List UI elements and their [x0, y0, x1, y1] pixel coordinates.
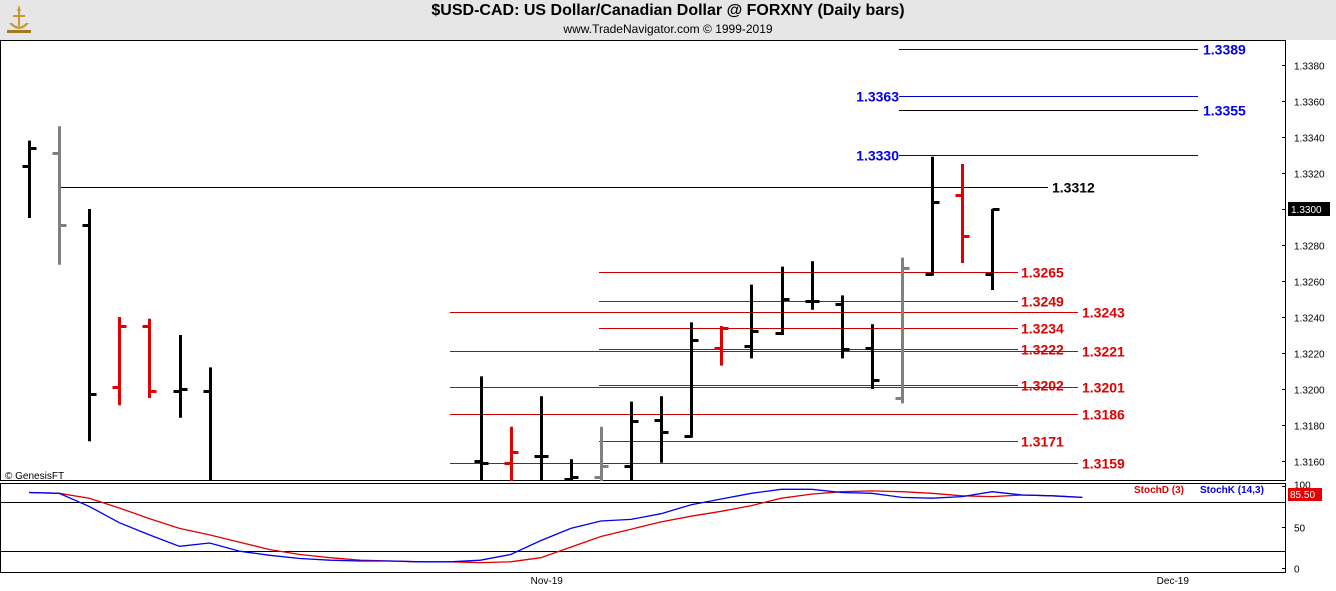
ohlc-bar [142, 318, 157, 398]
ohlc-bar [775, 266, 790, 335]
last-price-box [1288, 202, 1330, 216]
ohlc-bar [52, 126, 67, 265]
stochastic-line [28, 488, 1083, 563]
level-label-1.3202: 1.3202 [1021, 378, 1064, 394]
price-tick-label: 1.3160 [1294, 458, 1325, 469]
ohlc-bar [564, 459, 579, 481]
ohlc-bar [624, 401, 639, 481]
price-axis: 1.3160 1.3180 1.3200 1.3220 1.3240 1.3260 1.32… [1282, 62, 1330, 469]
x-tick-label: Dec-19 [1157, 576, 1190, 587]
chart-subtitle: www.TradeNavigator.com © 1999-2019 [563, 22, 773, 36]
price-levels: 1.3389 1.3363 1.3355 1.3330 1.3312 1.3265 1.32… [59, 42, 1246, 472]
price-bars [22, 126, 1000, 481]
level-label-1.3355: 1.3355 [1203, 103, 1246, 119]
level-label-1.3201: 1.3201 [1082, 380, 1125, 396]
level-label-1.3171: 1.3171 [1021, 434, 1064, 450]
level-label-1.3159: 1.3159 [1082, 456, 1125, 472]
ohlc-bar [173, 335, 188, 418]
stochastic-tick-label: 0 [1294, 565, 1300, 576]
copyright-label: © GenesisFT [5, 471, 64, 482]
chart-title: $USD-CAD: US Dollar/Canadian Dollar @ FO… [431, 2, 905, 19]
level-label-1.3265: 1.3265 [1021, 265, 1064, 281]
ohlc-bar [684, 322, 699, 438]
level-label-1.3249: 1.3249 [1021, 294, 1064, 310]
price-tick-label: 1.3220 [1294, 350, 1325, 361]
level-label-1.3221: 1.3221 [1082, 344, 1125, 360]
last-value-label: 85.50 [1290, 490, 1315, 501]
price-panel-frame [0, 40, 1286, 481]
level-label-1.3312: 1.3312 [1052, 180, 1095, 196]
last-price-label: 1.3300 [1291, 205, 1322, 216]
ohlc-bar [895, 257, 910, 404]
ohlc-bar [955, 164, 970, 263]
stochastic-panel: 0 50 100 StochD (3) StochK (14,3) 85.50 Nov-19… [0, 481, 1322, 587]
ohlc-bar [594, 426, 609, 481]
level-label-1.3186: 1.3186 [1082, 407, 1125, 423]
ohlc-bar [744, 284, 759, 359]
ohlc-bar [474, 376, 489, 481]
level-label-1.3243: 1.3243 [1082, 305, 1125, 321]
x-tick-label: Nov-19 [531, 576, 564, 587]
trade-navigator-logo-icon [7, 5, 31, 33]
last-value-box [1288, 488, 1322, 501]
ohlc-bar [985, 208, 1000, 290]
stochastic-tick-label: 100 [1294, 481, 1311, 492]
level-label-1.3222: 1.3222 [1021, 342, 1064, 358]
stochastic-panel-frame [0, 483, 1286, 573]
level-label-1.3234: 1.3234 [1021, 321, 1064, 337]
legend-entry: StochD (3) [1134, 485, 1184, 496]
price-tick-label: 1.3240 [1294, 314, 1325, 325]
ohlc-bar [534, 396, 549, 481]
stochastic-line [28, 490, 1083, 564]
ohlc-bar [714, 326, 729, 366]
ohlc-bar [654, 396, 669, 463]
level-label-1.3363: 1.3363 [856, 89, 899, 105]
chart-header: $USD-CAD: US Dollar/Canadian Dollar @ FO… [0, 0, 1336, 40]
ohlc-bar [805, 261, 820, 310]
ohlc-bar [925, 156, 940, 276]
ohlc-bar [112, 317, 127, 406]
price-tick-label: 1.3320 [1294, 170, 1325, 181]
level-label-1.3330: 1.3330 [856, 148, 899, 164]
level-label-1.3389: 1.3389 [1203, 42, 1246, 58]
stochastic-tick-label: 50 [1294, 524, 1306, 535]
ohlc-bar [82, 209, 97, 442]
ohlc-bar [504, 426, 519, 481]
legend-entry: StochK (14,3) [1200, 485, 1264, 496]
price-tick-label: 1.3260 [1294, 278, 1325, 289]
ohlc-bar [865, 324, 880, 389]
ohlc-bar [835, 295, 850, 359]
price-tick-label: 1.3380 [1294, 62, 1325, 73]
ohlc-bar [22, 140, 37, 218]
ohlc-bar [203, 367, 212, 481]
price-tick-label: 1.3180 [1294, 422, 1325, 433]
price-tick-label: 1.3360 [1294, 98, 1325, 109]
price-tick-label: 1.3340 [1294, 134, 1325, 145]
price-tick-label: 1.3200 [1294, 386, 1325, 397]
price-tick-label: 1.3280 [1294, 242, 1325, 253]
